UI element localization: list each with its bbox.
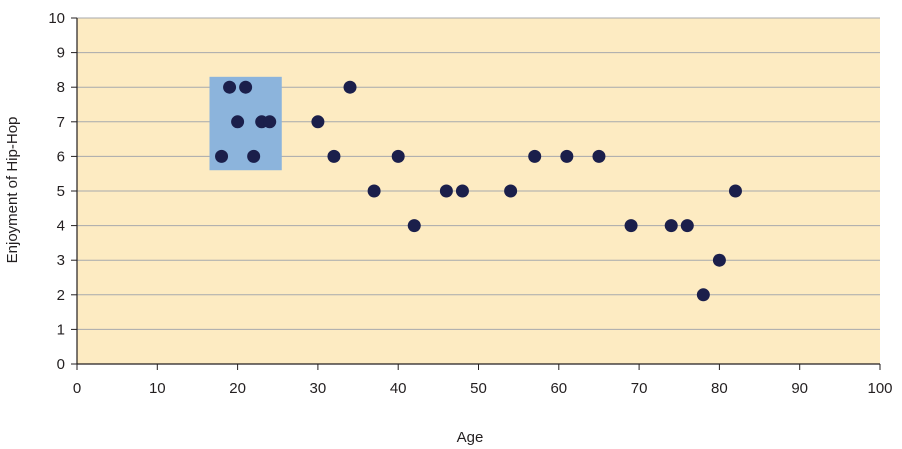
data-point-4 [239,80,253,94]
y-tick-label-1: 1 [57,321,65,338]
y-tick-label-3: 3 [57,252,65,269]
x-tick-label-10: 10 [149,380,166,397]
x-tick-label-60: 60 [550,380,567,397]
x-tick-label-70: 70 [631,380,648,397]
x-tick-label-100: 100 [867,380,892,397]
y-tick-label-7: 7 [57,114,65,131]
data-point-11 [367,184,381,198]
y-tick-label-5: 5 [57,183,65,200]
data-point-16 [504,184,518,198]
data-point-19 [592,149,606,163]
x-tick-label-90: 90 [791,380,808,397]
data-point-24 [712,253,726,267]
x-tick-label-40: 40 [390,380,407,397]
x-tick-label-50: 50 [470,380,487,397]
data-point-7 [263,115,277,129]
data-point-25 [728,184,742,198]
y-tick-label-9: 9 [57,45,65,62]
y-tick-label-2: 2 [57,287,65,304]
y-tick-label-10: 10 [48,10,65,27]
x-tick-label-0: 0 [73,380,81,397]
data-point-21 [664,219,678,233]
data-point-18 [560,149,574,163]
y-tick-label-6: 6 [57,148,65,165]
data-point-15 [455,184,469,198]
y-tick-label-0: 0 [57,356,65,373]
data-point-22 [680,219,694,233]
x-tick-label-20: 20 [229,380,246,397]
x-tick-label-30: 30 [310,380,327,397]
y-axis-title: Enjoyment of Hip-Hop [4,117,21,264]
y-tick-label-8: 8 [57,79,65,96]
x-tick-label-80: 80 [711,380,728,397]
data-point-10 [343,80,357,94]
data-point-14 [439,184,453,198]
data-point-20 [624,219,638,233]
y-tick-label-4: 4 [57,218,65,235]
data-point-2 [223,80,237,94]
data-point-9 [327,149,341,163]
data-point-13 [407,219,421,233]
data-point-3 [231,115,245,129]
data-point-17 [528,149,542,163]
data-point-23 [696,288,710,302]
data-point-5 [247,149,261,163]
data-point-12 [391,149,405,163]
data-point-8 [311,115,325,129]
data-point-1 [215,149,229,163]
x-axis-title: Age [457,429,484,446]
